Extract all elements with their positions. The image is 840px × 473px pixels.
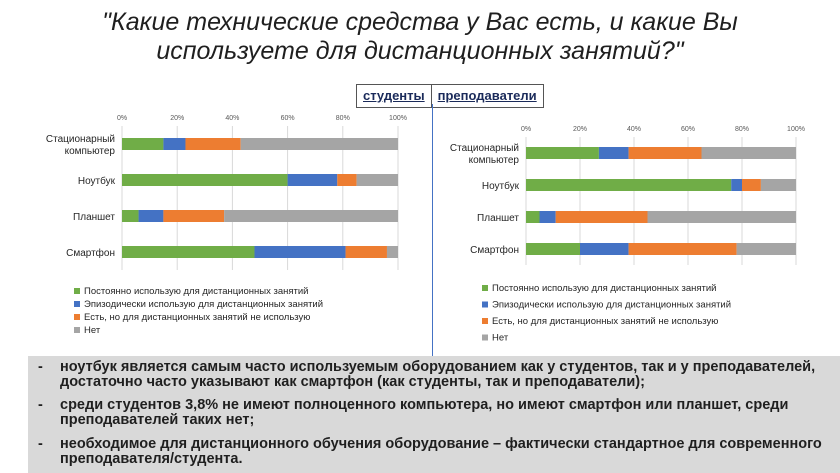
- bar-segment: [122, 174, 288, 186]
- x-tick-label: 0%: [521, 126, 531, 133]
- category-label: Смартфон: [66, 247, 115, 259]
- bar-segment: [526, 211, 540, 223]
- bar-segment: [647, 211, 796, 223]
- bar-segment: [122, 210, 139, 222]
- legend-swatch: [74, 288, 80, 294]
- note-text: ноутбук является самым часто используемы…: [60, 359, 816, 390]
- legend-swatch: [482, 301, 488, 308]
- x-tick-label: 20%: [573, 126, 587, 133]
- divider-line: [432, 104, 433, 360]
- bar-segment: [337, 174, 357, 186]
- legend-swatch: [74, 327, 80, 333]
- x-tick-label: 40%: [627, 126, 641, 133]
- bar-segment: [240, 138, 398, 150]
- x-tick-label: 20%: [170, 115, 184, 122]
- x-tick-label: 0%: [117, 115, 127, 122]
- note-item: - среди студентов 3,8% не имеют полноцен…: [38, 398, 828, 428]
- bar-segment: [539, 211, 556, 223]
- x-tick-label: 100%: [787, 126, 805, 133]
- legend-label: Есть, но для дистанционных занятий не ис…: [492, 316, 718, 327]
- legend-label: Есть, но для дистанционных занятий не ис…: [84, 312, 310, 323]
- bar-segment: [760, 179, 796, 191]
- bar-segment: [122, 138, 164, 150]
- bar-segment: [345, 246, 387, 258]
- header-teachers: преподаватели: [430, 85, 543, 107]
- bar-segment: [555, 211, 648, 223]
- bar-segment: [628, 147, 702, 159]
- legend-label: Постоянно использую для дистанционных за…: [84, 286, 308, 297]
- bar-segment: [163, 210, 225, 222]
- x-tick-label: 100%: [389, 115, 407, 122]
- note-dash: -: [38, 397, 43, 413]
- note-dash: -: [38, 359, 43, 375]
- bar-segment: [701, 147, 796, 159]
- group-header: студенты преподаватели: [356, 84, 544, 108]
- bar-segment: [526, 179, 732, 191]
- legend-swatch: [482, 334, 488, 341]
- x-tick-label: 80%: [735, 126, 749, 133]
- slide-title: "Какие технические средства у Вас есть, …: [60, 8, 780, 66]
- bar-segment: [224, 210, 398, 222]
- notes-box: - ноутбук является самым часто используе…: [28, 356, 840, 473]
- bar-segment: [526, 243, 580, 255]
- category-label-line: Стационарный: [450, 143, 519, 154]
- category-label: Смартфон: [470, 244, 519, 256]
- x-tick-label: 60%: [681, 126, 695, 133]
- legend-label: Постоянно использую для дистанционных за…: [492, 283, 716, 294]
- legend-label: Эпизодически использую для дистанционных…: [84, 299, 323, 310]
- category-label-line: компьютер: [65, 146, 116, 157]
- note-item: - ноутбук является самым часто используе…: [38, 360, 828, 390]
- bar-segment: [254, 246, 346, 258]
- note-item: - необходимое для дистанционного обучени…: [38, 437, 828, 467]
- header-students: студенты: [363, 88, 425, 103]
- bar-segment: [736, 243, 796, 255]
- category-label: Ноутбук: [482, 180, 520, 192]
- students-chart: 0% 20% 40% 60% 80% 100% Стационарный компьютер Н…: [46, 115, 407, 336]
- bar-segment: [356, 174, 398, 186]
- teachers-chart: 0% 20% 40% 60% 80% 100% Стационарный компьютер Н…: [450, 126, 805, 344]
- bar-segment: [287, 174, 338, 186]
- bar-segment: [598, 147, 629, 159]
- slide-title-line-2: используете для дистанционных занятий?": [156, 37, 684, 65]
- category-label: Стационарный компьютер: [46, 134, 116, 157]
- legend-label: Нет: [492, 333, 509, 344]
- x-tick-label: 80%: [336, 115, 350, 122]
- bar-segment: [580, 243, 629, 255]
- bar-segment: [628, 243, 737, 255]
- note-dash: -: [38, 436, 43, 452]
- category-label: Планшет: [73, 212, 115, 223]
- bar-segment: [731, 179, 742, 191]
- bar-segment: [138, 210, 164, 222]
- slide-title-line-1: "Какие технические средства у Вас есть, …: [102, 8, 738, 36]
- bar-segment: [185, 138, 241, 150]
- legend-label: Эпизодически использую для дистанционных…: [492, 300, 731, 311]
- legend-swatch: [74, 301, 80, 307]
- category-label-line: Стационарный: [46, 134, 115, 145]
- bar-segment: [526, 147, 599, 159]
- note-text: необходимое для дистанционного обучения …: [60, 436, 822, 467]
- legend-swatch: [482, 318, 488, 324]
- bar-segment: [386, 246, 398, 258]
- category-label: Стационарный компьютер: [450, 143, 520, 166]
- category-label-line: компьютер: [469, 155, 520, 166]
- x-tick-label: 60%: [281, 115, 295, 122]
- legend-swatch: [482, 285, 488, 291]
- category-label: Ноутбук: [78, 175, 116, 187]
- x-tick-label: 40%: [225, 115, 239, 122]
- bar-segment: [163, 138, 186, 150]
- bar-segment: [742, 179, 761, 191]
- note-text: среди студентов 3,8% не имеют полноценно…: [60, 397, 789, 428]
- category-label: Планшет: [477, 213, 519, 224]
- bar-segment: [122, 246, 255, 258]
- legend-label: Нет: [84, 325, 101, 336]
- legend-swatch: [74, 314, 80, 320]
